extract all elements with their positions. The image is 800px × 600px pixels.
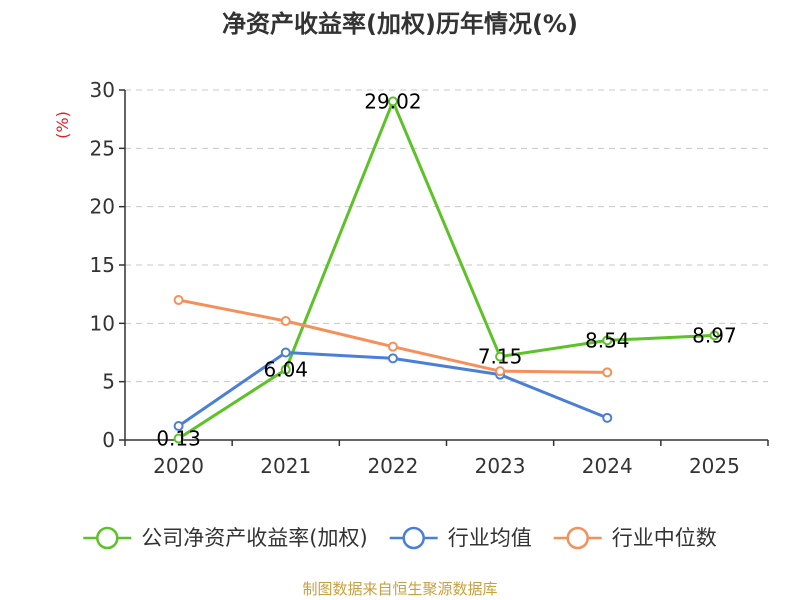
series-0-point-2023 [495,351,506,362]
series-0-point-2022 [387,96,398,107]
series-2-point-2020 [173,295,184,305]
data-label-2023: 7.15 [478,345,523,369]
series-0-point-2024 [602,335,613,346]
series-0-point-2025 [709,330,720,341]
legend-swatch-marker-2 [566,526,589,550]
legend[interactable]: 公司净资产收益率(加权) 行业均值 行业中位数 [83,526,717,550]
source-note: 制图数据来自恒生聚源数据库 [302,580,497,598]
y-tick-label-5: 5 [102,370,115,394]
y-tick-label-20: 20 [90,195,115,219]
chart-title: 净资产收益率(加权)历年情况(%) [222,10,578,38]
y-tick-label-15: 15 [90,253,115,277]
series-2-point-2024 [602,367,613,378]
series-line-1 [177,351,608,428]
x-tick-label-2020: 2020 [153,454,204,478]
series-1-point-2022 [387,353,398,364]
series-2-point-2023 [495,366,506,377]
legend-item-0[interactable]: 公司净资产收益率(加权) [83,526,368,550]
series-0-point-2020 [173,433,184,444]
y-tick-label-25: 25 [90,136,115,160]
series-1-point-2024 [602,412,613,423]
y-tick-label-30: 30 [90,78,115,102]
y-axis-label: (%) [53,111,72,139]
legend-swatch-marker-0 [96,526,119,550]
data-labels: 0.13 6.04 29.02 7.15 8.54 8.97 [156,89,736,450]
data-label-2024: 8.54 [585,328,630,352]
series-2-point-2021 [280,316,291,326]
series-2-point-2022 [387,341,398,352]
data-label-2020: 0.13 [156,426,201,450]
x-tick-label-2025: 2025 [689,454,740,478]
legend-label-1: 行业均值 [448,526,532,550]
series-1-point-2020 [173,421,184,431]
x-tick-label-2024: 2024 [582,454,633,478]
y-tick-label-10: 10 [90,311,115,335]
legend-item-1[interactable]: 行业均值 [389,526,532,550]
x-tick-label-2023: 2023 [475,454,526,478]
legend-item-2[interactable]: 行业中位数 [553,526,717,550]
data-label-2025: 8.97 [692,323,737,347]
legend-label-2: 行业中位数 [612,526,717,550]
gridlines [125,89,768,383]
series-line-0 [177,99,715,440]
series-1-point-2021 [280,347,291,358]
y-tick-label-0: 0 [102,428,115,452]
data-label-2021: 6.04 [263,358,308,382]
legend-label-0: 公司净资产收益率(加权) [141,526,367,550]
x-tick-label-2022: 2022 [367,454,418,478]
series-0-point-2021 [280,364,291,375]
series-lines [173,96,720,444]
legend-swatch-marker-1 [402,526,425,550]
data-label-2022: 29.02 [364,89,421,113]
x-tick-label-2021: 2021 [260,454,311,478]
